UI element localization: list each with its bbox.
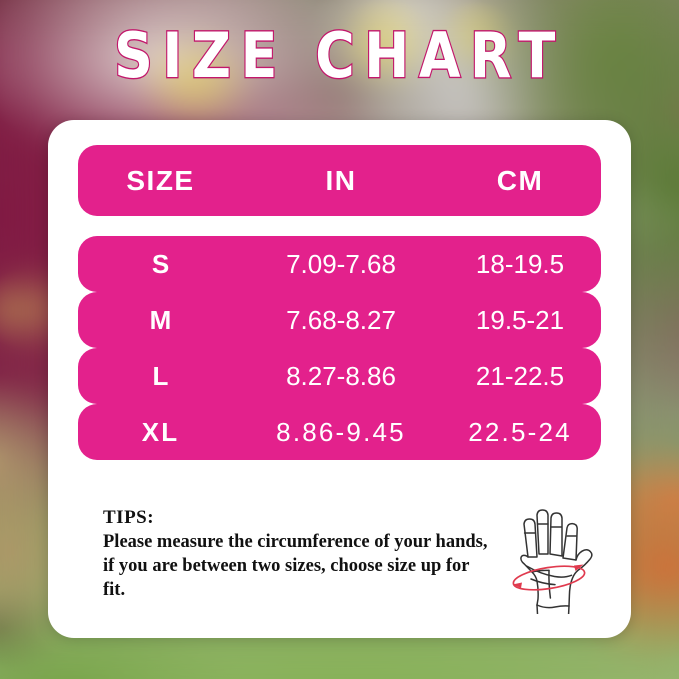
table-row: XL 8.86-9.45 22.5-24: [78, 404, 601, 460]
tips-heading: TIPS:: [103, 507, 155, 528]
size-table: SIZE IN CM S 7.09-7.68 18-19.5 M 7.68-8.…: [78, 145, 601, 460]
measure-arrow-right: [574, 564, 584, 571]
cell-in: 7.68-8.27: [286, 304, 396, 335]
cell-size: S: [151, 248, 170, 279]
tips-line-2: if you are between two sizes, choose siz…: [103, 556, 470, 600]
measure-arrow-left: [512, 582, 522, 588]
cell-in: 8.27-8.86: [286, 360, 396, 391]
size-chart-card: SIZE IN CM S 7.09-7.68 18-19.5 M 7.68-8.…: [48, 120, 631, 638]
cell-size: XL: [141, 416, 180, 447]
cell-in: 8.86-9.45: [276, 416, 406, 447]
cell-size: L: [152, 360, 169, 391]
cell-cm: 22.5-24: [468, 416, 572, 447]
table-header-row: SIZE IN CM: [78, 145, 601, 216]
table-row: M 7.68-8.27 19.5-21: [78, 292, 601, 348]
column-header-in: IN: [325, 164, 357, 196]
column-header-cm: CM: [496, 164, 544, 196]
page-title: SIZE CHART: [113, 19, 565, 93]
cell-cm: 21-22.5: [475, 360, 565, 391]
table-row: L 8.27-8.86 21-22.5: [78, 348, 601, 404]
table-row: S 7.09-7.68 18-19.5: [78, 236, 601, 292]
tips-line-1: Please measure the circumference of your…: [103, 532, 488, 552]
cell-in: 7.09-7.68: [286, 248, 396, 279]
tips-block: TIPS: Please measure the circumference o…: [103, 505, 493, 602]
cell-cm: 18-19.5: [475, 248, 565, 279]
cell-cm: 19.5-21: [475, 304, 565, 335]
cell-size: M: [149, 304, 172, 335]
open-hand-icon: [488, 502, 604, 615]
column-header-size: SIZE: [126, 164, 195, 196]
